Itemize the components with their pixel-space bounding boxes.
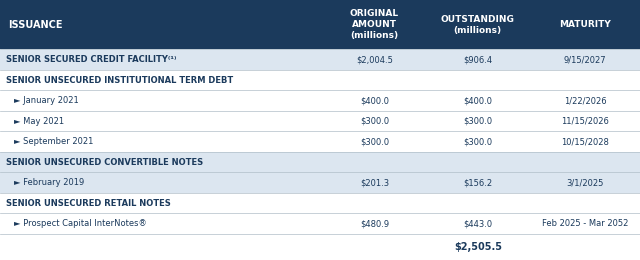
Text: MATURITY: MATURITY [559, 20, 611, 29]
Text: ► September 2021: ► September 2021 [14, 137, 93, 146]
Text: $400.0: $400.0 [463, 96, 492, 105]
Bar [0, 213, 640, 234]
Text: ► Prospect Capital InterNotes®: ► Prospect Capital InterNotes® [14, 219, 147, 228]
Text: $201.3: $201.3 [360, 178, 389, 187]
Bar [0, 49, 640, 70]
Text: ORIGINAL
AMOUNT
(millions): ORIGINAL AMOUNT (millions) [350, 9, 399, 40]
Text: Feb 2025 - Mar 2052: Feb 2025 - Mar 2052 [542, 219, 628, 228]
Text: $443.0: $443.0 [463, 219, 492, 228]
Text: $156.2: $156.2 [463, 178, 492, 187]
Text: SENIOR UNSECURED INSTITUTIONAL TERM DEBT: SENIOR UNSECURED INSTITUTIONAL TERM DEBT [6, 76, 234, 85]
Bar [0, 132, 640, 152]
Text: OUTSTANDING
(millions): OUTSTANDING (millions) [441, 15, 515, 35]
Text: 1/22/2026: 1/22/2026 [564, 96, 606, 105]
Text: $2,004.5: $2,004.5 [356, 55, 393, 64]
Bar [0, 90, 640, 111]
Text: SENIOR SECURED CREDIT FACILITY⁽¹⁾: SENIOR SECURED CREDIT FACILITY⁽¹⁾ [6, 55, 177, 64]
Text: ► January 2021: ► January 2021 [14, 96, 79, 105]
Bar [0, 111, 640, 132]
Text: $300.0: $300.0 [360, 117, 389, 126]
Bar [0, 172, 640, 193]
Text: 3/1/2025: 3/1/2025 [566, 178, 604, 187]
Bar [0, 193, 640, 213]
Text: $300.0: $300.0 [463, 117, 492, 126]
Bar [0, 0, 640, 49]
Text: $300.0: $300.0 [463, 137, 492, 146]
Text: ► February 2019: ► February 2019 [14, 178, 84, 187]
Text: 10/15/2028: 10/15/2028 [561, 137, 609, 146]
Text: $906.4: $906.4 [463, 55, 492, 64]
Text: $400.0: $400.0 [360, 96, 389, 105]
Text: SENIOR UNSECURED CONVERTIBLE NOTES: SENIOR UNSECURED CONVERTIBLE NOTES [6, 158, 204, 167]
Text: $2,505.5: $2,505.5 [454, 242, 502, 252]
Bar [0, 70, 640, 90]
Text: ► May 2021: ► May 2021 [14, 117, 64, 126]
Text: $480.9: $480.9 [360, 219, 389, 228]
Text: ISSUANCE: ISSUANCE [8, 20, 62, 30]
Text: $300.0: $300.0 [360, 137, 389, 146]
Bar [0, 152, 640, 172]
Text: 11/15/2026: 11/15/2026 [561, 117, 609, 126]
Text: 9/15/2027: 9/15/2027 [564, 55, 606, 64]
Text: SENIOR UNSECURED RETAIL NOTES: SENIOR UNSECURED RETAIL NOTES [6, 199, 171, 208]
